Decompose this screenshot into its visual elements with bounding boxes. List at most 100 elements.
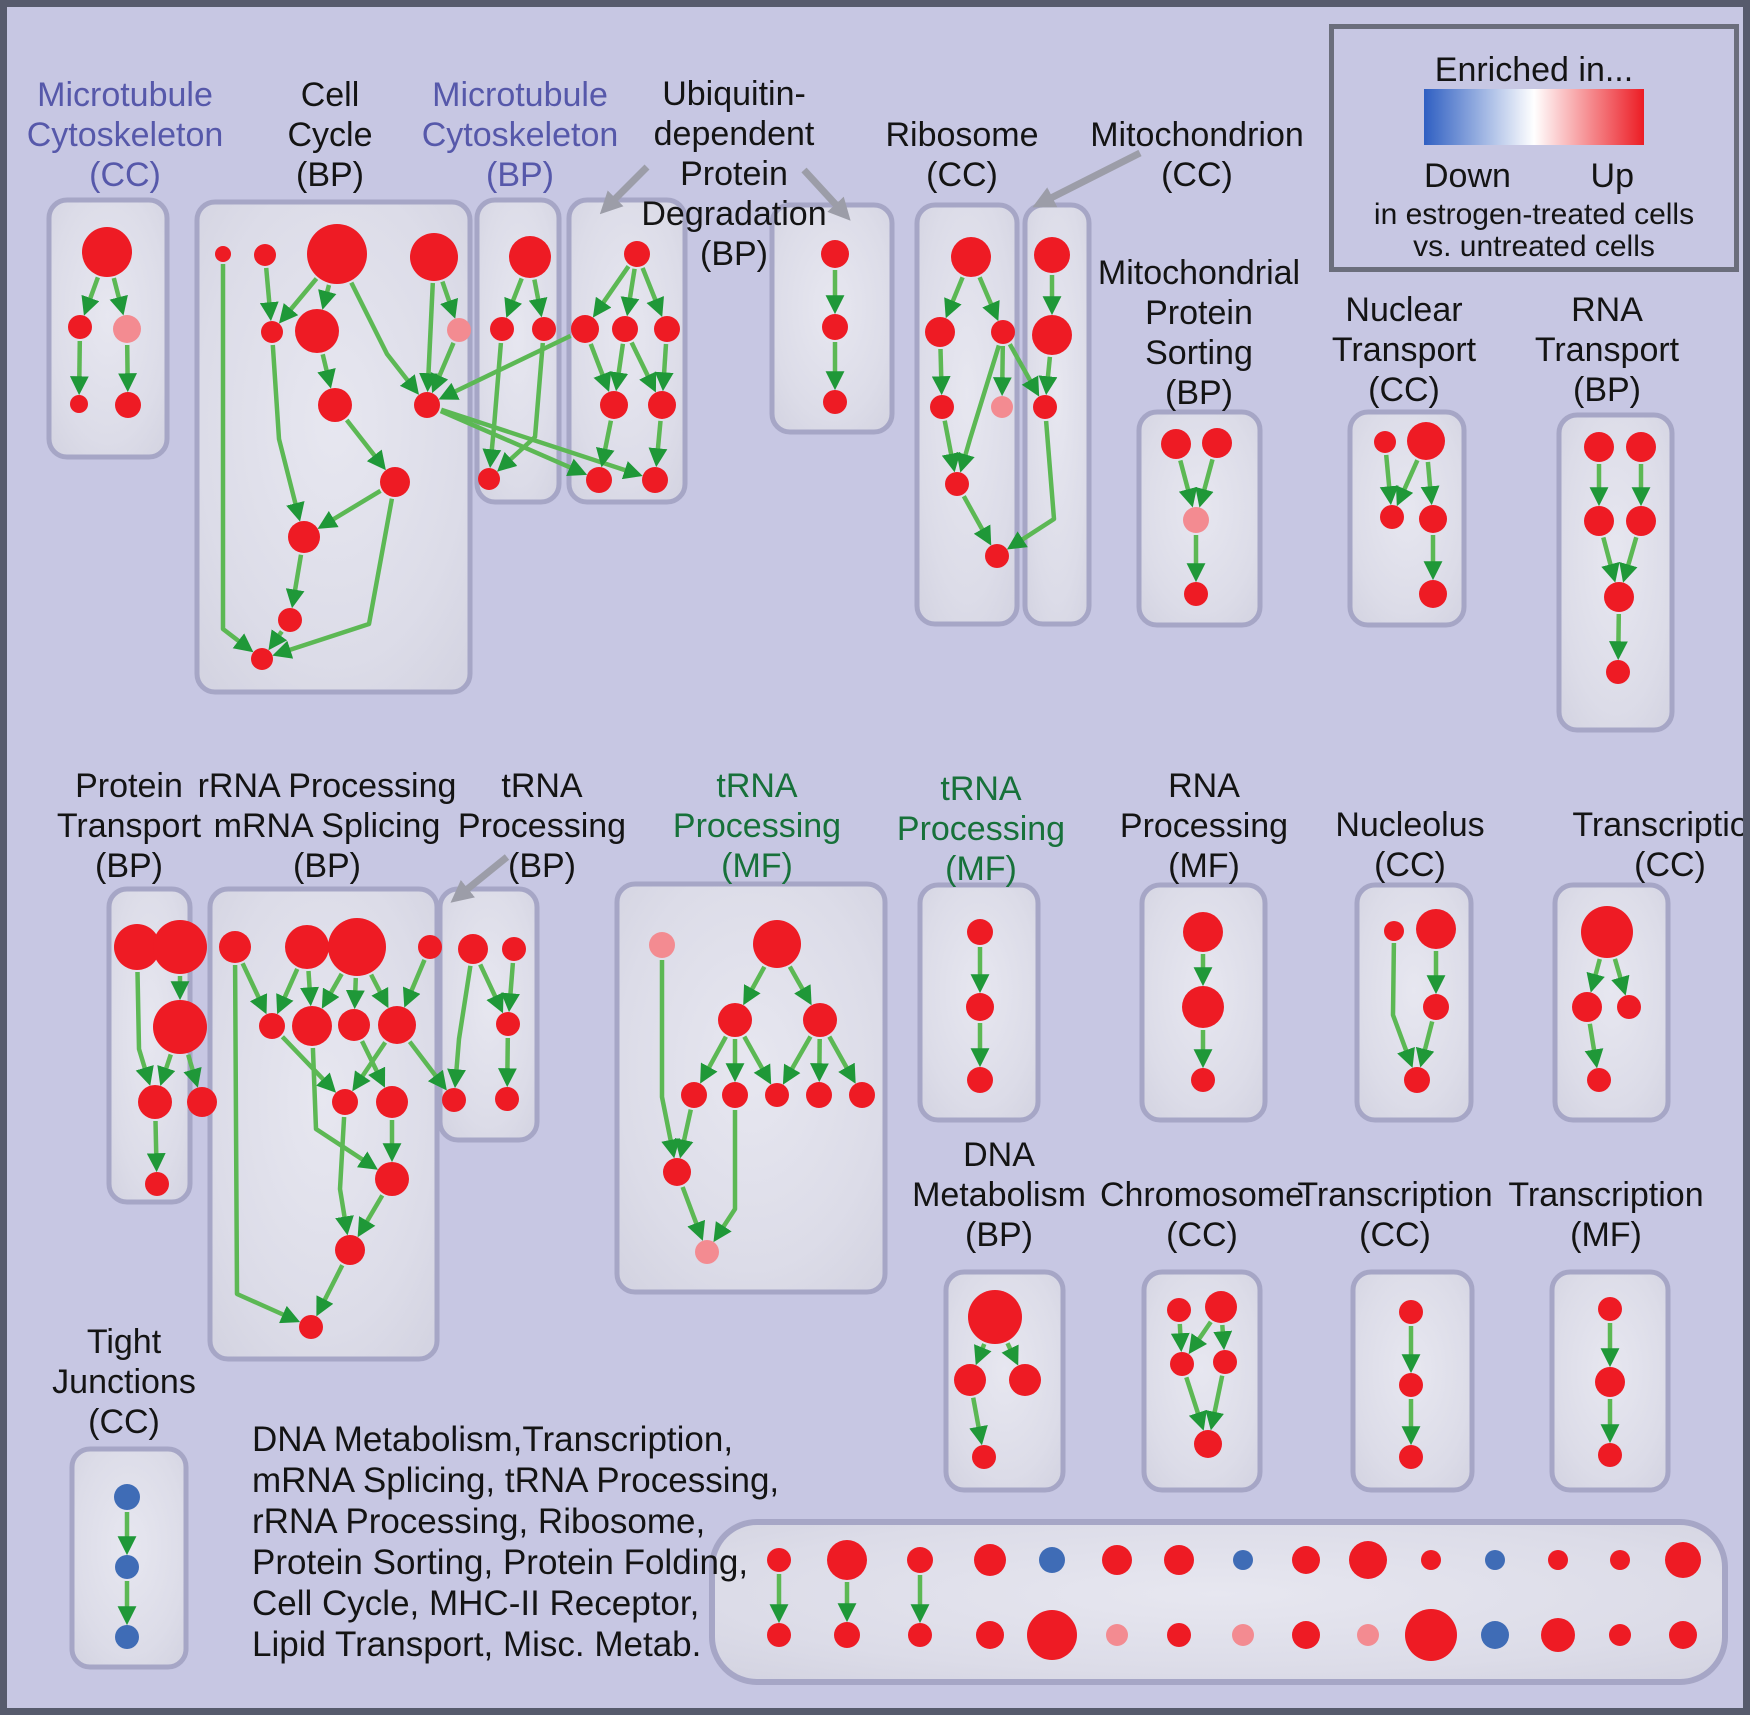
go-term-node <box>823 390 847 414</box>
go-term-node <box>1609 1624 1631 1646</box>
regulation-edge <box>321 972 344 1009</box>
go-term-node <box>1032 315 1072 355</box>
go-term-node <box>332 1089 358 1115</box>
go-term-node <box>930 395 954 419</box>
label-line: rRNA Processing <box>197 767 457 805</box>
regulation-edge <box>272 498 395 659</box>
go-term-node <box>1407 422 1445 460</box>
regulation-edge <box>157 1053 176 1086</box>
label-dna-metabolism-bp: DNA Metabolism (BP) <box>912 1135 1086 1255</box>
label-line: Ribosome <box>885 116 1039 154</box>
regulation-edge <box>743 965 767 1006</box>
go-term-node <box>648 391 676 419</box>
regulation-edge <box>654 343 674 392</box>
regulation-edge <box>1195 458 1215 508</box>
go-term-node <box>985 544 1009 568</box>
label-rna-transport-bp: RNA Transport (BP) <box>1535 290 1679 410</box>
label-trna-processing-bp: tRNA Processing (BP) <box>458 766 626 886</box>
go-term-node <box>82 227 132 277</box>
label-pointer-arrow <box>801 167 851 221</box>
go-term-node <box>1669 1621 1697 1649</box>
label-line: (BP) <box>1165 374 1233 412</box>
regulation-edge <box>956 344 1002 473</box>
legend-title: Enriched in... <box>1434 51 1634 89</box>
label-chromosome-cc: Chromosome (CC) <box>1100 1175 1304 1255</box>
go-term-node <box>821 240 849 268</box>
label-line: tRNA <box>501 767 583 805</box>
regulation-edge <box>504 277 524 318</box>
label-line: (BP) <box>965 1216 1033 1254</box>
go-term-node <box>509 236 551 278</box>
label-line: Protein <box>1145 294 1253 332</box>
go-term-node <box>1194 1430 1222 1458</box>
go-term-node <box>663 1158 691 1186</box>
go-term-node <box>1419 580 1447 608</box>
go-term-node <box>1399 1445 1423 1469</box>
regulation-edge <box>977 276 1000 322</box>
regulation-edge <box>478 963 504 1014</box>
go-term-node <box>259 1013 285 1039</box>
footnote-line: Protein Sorting, Protein Folding, <box>252 1543 749 1582</box>
label-line: Cycle <box>287 116 373 154</box>
go-term-node <box>254 244 276 266</box>
footnote-line: rRNA Processing, Ribosome, <box>252 1502 706 1541</box>
label-line: Nuclear <box>1345 291 1463 329</box>
go-term-node <box>328 918 386 976</box>
label-line: Transport <box>56 807 202 845</box>
label-line: (CC) <box>89 156 161 194</box>
go-term-node <box>318 388 352 422</box>
label-line: Nucleolus <box>1335 806 1485 844</box>
go-term-node <box>1182 986 1224 1028</box>
go-term-node <box>1164 1545 1194 1575</box>
regulation-edge <box>497 342 546 472</box>
go-term-node <box>722 1082 748 1108</box>
go-term-node <box>945 472 969 496</box>
label-line: tRNA <box>716 767 798 805</box>
label-line: Processing <box>1119 807 1289 845</box>
regulation-edge <box>592 265 631 318</box>
label-line: Cytoskeleton <box>26 116 224 154</box>
go-term-node <box>765 1083 789 1107</box>
go-term-node <box>1541 1618 1575 1652</box>
regulation-edge <box>352 1041 388 1092</box>
regulation-edge <box>344 418 386 471</box>
footnote-line: mRNA Splicing, tRNA Processing, <box>252 1461 780 1500</box>
go-term-node <box>292 1006 332 1046</box>
regulation-edge <box>1611 958 1630 996</box>
label-line: (MF) <box>721 847 793 885</box>
footnote-line: DNA Metabolism,Transcription, <box>252 1420 734 1459</box>
go-term-node <box>1167 1298 1191 1322</box>
go-term-node <box>991 320 1015 344</box>
label-line: (MF) <box>1168 847 1240 885</box>
label-line: (CC) <box>1166 1216 1238 1254</box>
go-term-node <box>115 392 141 418</box>
footnote-line: Lipid Transport, Misc. Metab. <box>252 1625 702 1664</box>
regulation-edge <box>81 276 101 316</box>
label-line: (CC) <box>1368 371 1440 409</box>
go-term-node <box>954 1364 986 1396</box>
label-line: dependent <box>653 115 815 153</box>
regulation-edge <box>419 282 438 393</box>
go-term-node <box>1213 1350 1237 1374</box>
go-term-node <box>1033 395 1057 419</box>
go-term-node <box>1548 1550 1568 1570</box>
go-term-node <box>219 931 251 963</box>
label-line: Cell <box>300 76 360 114</box>
go-term-node <box>1665 1542 1701 1578</box>
go-term-node <box>1421 1550 1441 1570</box>
regulation-edge <box>1178 459 1198 508</box>
regulation-edge <box>1038 356 1058 396</box>
regulation-edge <box>640 267 664 318</box>
label-line: Sorting <box>1145 334 1253 372</box>
go-term-node <box>972 1445 996 1469</box>
shared-clusters-footnote: DNA Metabolism,Transcription, mRNA Splici… <box>252 1419 779 1665</box>
label-line: (BP) <box>507 847 576 885</box>
regulation-edge <box>961 495 992 546</box>
go-term-node <box>153 920 207 974</box>
go-term-node <box>1404 1067 1430 1093</box>
go-term-node <box>1161 429 1191 459</box>
label-line: (MF) <box>945 850 1017 888</box>
regulation-edge <box>447 965 473 1089</box>
go-term-node <box>1034 237 1070 273</box>
go-term-node <box>307 224 367 284</box>
